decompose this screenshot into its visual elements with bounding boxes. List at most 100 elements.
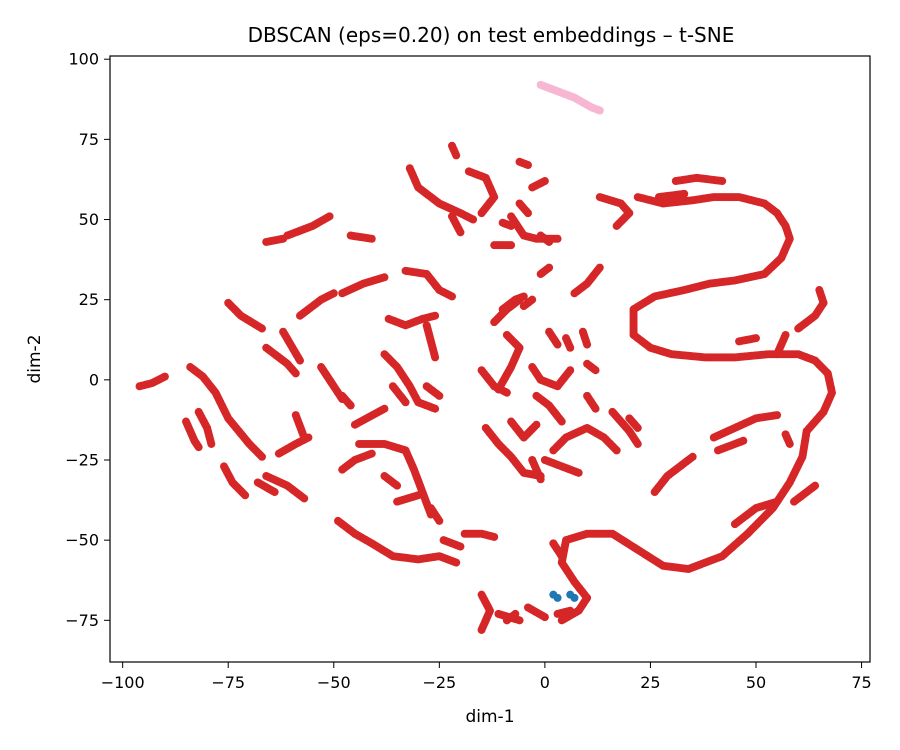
cluster-0-point-511	[431, 353, 440, 362]
cluster-1-point-2002	[553, 593, 562, 602]
cluster-0-point-783	[515, 616, 524, 625]
cluster-0-point-1192	[591, 366, 600, 375]
cluster-2-point-2037	[595, 106, 604, 115]
cluster-1-point-2004	[570, 593, 579, 602]
cluster-0-point-1264	[688, 452, 697, 461]
cluster-0-point-1052	[536, 475, 545, 484]
x-axis-label: dim-1	[465, 707, 514, 727]
cluster-0-point-380	[380, 404, 389, 413]
cluster-0-point-1961	[773, 497, 782, 506]
cluster-0-point-771	[477, 625, 486, 634]
cluster-0-point-1212	[633, 439, 642, 448]
cluster-0-point-1983	[557, 552, 566, 561]
y-tick-label: 50	[79, 210, 99, 229]
cluster-0-point-915	[528, 295, 537, 304]
plot-area	[109, 55, 871, 663]
cluster-0-point-145	[258, 324, 266, 333]
y-axis: −75 −50 −25 0 25 50 75 100	[65, 50, 110, 630]
cluster-0-point-319	[329, 289, 338, 298]
cluster-0-point-819	[477, 209, 486, 218]
cluster-0-point-298	[380, 273, 389, 282]
cluster-0-point-597	[414, 491, 423, 500]
cluster-0-point-182	[296, 356, 304, 365]
cluster-0-point-1164	[612, 446, 621, 455]
cluster-0-point-494	[448, 292, 456, 301]
cluster-0-point-868	[524, 161, 532, 170]
cluster-0-point-1178	[566, 343, 575, 352]
cluster-0-point-1311	[739, 436, 748, 445]
x-tick-label: 25	[640, 673, 660, 692]
x-tick-label: 0	[540, 673, 550, 692]
cluster-0-point-678	[456, 542, 465, 551]
cluster-0-point-1891	[680, 189, 689, 198]
cluster-0-point-1916	[815, 286, 824, 295]
x-tick-label: −75	[211, 673, 245, 692]
x-tick-label: 50	[746, 673, 766, 692]
x-tick-label: −50	[317, 673, 351, 692]
cluster-0-point-895	[545, 263, 554, 272]
cluster-0-point-1041	[532, 420, 541, 429]
cluster-0-point-660	[452, 558, 461, 567]
cluster-0-point-165	[291, 369, 300, 378]
y-tick-label: 25	[79, 290, 99, 309]
cluster-0-point-1878	[718, 177, 727, 186]
cluster-0-point-416	[431, 311, 440, 320]
cluster-0-point-104	[194, 443, 203, 452]
x-tick-label: 75	[851, 673, 871, 692]
cluster-0-point-13	[160, 372, 169, 381]
data-points	[135, 80, 836, 634]
y-tick-label: −75	[65, 611, 99, 630]
cluster-0-point-226	[270, 488, 279, 497]
cluster-0-point-275	[325, 212, 334, 221]
cluster-0-point-455	[431, 404, 440, 413]
cluster-0-point-1125	[566, 366, 575, 375]
cluster-0-point-1098	[553, 340, 562, 349]
cluster-0-point-1172	[591, 404, 600, 413]
cluster-0-point-123	[241, 491, 250, 500]
cluster-0-point-862	[553, 234, 562, 243]
cluster-0-point-1238	[595, 263, 604, 272]
y-tick-label: 75	[79, 130, 99, 149]
cluster-0-point-668	[435, 516, 444, 525]
cluster-0-point-71	[258, 452, 266, 461]
cluster-0-point-933	[515, 295, 524, 304]
cluster-0-point-466	[401, 398, 410, 407]
cluster-0-point-751	[490, 532, 499, 541]
y-tick-label: 100	[68, 50, 99, 69]
cluster-0-point-89	[207, 439, 216, 448]
cluster-0-point-1186	[583, 340, 592, 349]
cluster-0-point-1855	[557, 616, 566, 625]
cluster-0-point-520	[435, 391, 444, 400]
cluster-0-point-1344	[612, 221, 621, 230]
cluster-0-point-834	[507, 241, 516, 250]
cluster-0-point-1927	[781, 330, 790, 339]
cluster-0-point-1219	[633, 423, 642, 432]
cluster-0-point-391	[367, 234, 376, 243]
cluster-0-point-1936	[752, 334, 760, 343]
y-axis-label: dim-2	[25, 334, 45, 383]
cluster-0-point-889	[545, 237, 554, 246]
cluster-0-point-965	[502, 330, 511, 339]
x-tick-label: −100	[101, 673, 145, 692]
chart-title: DBSCAN (eps=0.20) on test embeddings – t…	[248, 23, 735, 47]
cluster-0-point-1090	[557, 417, 566, 426]
x-axis: −100 −75 −50 −25 0 25 50 75	[101, 662, 872, 692]
y-tick-label: −50	[65, 531, 99, 550]
cluster-0-point-356	[367, 449, 376, 458]
cluster-0-point-883	[540, 177, 549, 186]
cluster-0-point-1297	[773, 411, 782, 420]
cluster-0-point-243	[304, 433, 313, 442]
y-tick-label: −25	[65, 451, 99, 470]
cluster-0-point-1993	[540, 613, 549, 622]
y-tick-label: 0	[89, 370, 99, 389]
cluster-0-point-363	[346, 401, 355, 410]
cluster-0-point-1317	[785, 439, 794, 448]
cluster-0-point-1071	[574, 468, 583, 477]
cluster-0-point-983	[502, 388, 511, 397]
cluster-0-point-875	[524, 209, 532, 218]
cluster-0-point-2000	[566, 606, 575, 615]
cluster-0-point-789	[511, 609, 520, 618]
cluster-0-point-736	[456, 228, 465, 237]
cluster-0-point-726	[469, 215, 478, 224]
